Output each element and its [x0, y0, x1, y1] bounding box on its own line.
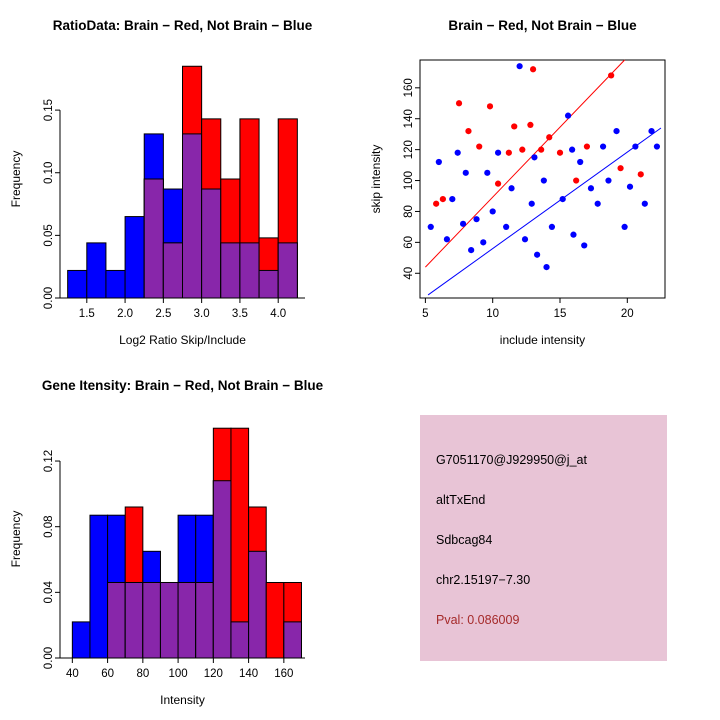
svg-text:60: 60	[101, 668, 114, 680]
svg-text:Log2 Ratio Skip/Include: Log2 Ratio Skip/Include	[119, 333, 246, 347]
gene-symbol-text: Sdbcag84	[436, 533, 493, 547]
panel-gene-info: G7051170@J929950@j_at altTxEnd Sdbcag84 …	[360, 360, 720, 720]
chromosome-location-text: chr2.15197−7.30	[436, 573, 531, 587]
gene-info-box: G7051170@J929950@j_at altTxEnd Sdbcag84 …	[420, 415, 667, 661]
svg-text:0.04: 0.04	[43, 581, 55, 604]
svg-text:140: 140	[403, 109, 415, 128]
svg-text:2.5: 2.5	[155, 308, 171, 320]
svg-text:0.08: 0.08	[43, 515, 55, 537]
svg-text:0.12: 0.12	[43, 450, 55, 472]
svg-text:Frequency: Frequency	[9, 511, 23, 568]
svg-text:0.10: 0.10	[43, 162, 55, 184]
panel-gene-intensity-histogram: Gene Itensity: Brain − Red, Not Brain − …	[0, 360, 360, 720]
svg-text:140: 140	[239, 668, 258, 680]
panel-ratio-histogram: RatioData: Brain − Red, Not Brain − Blue…	[0, 0, 360, 360]
svg-text:100: 100	[168, 668, 187, 680]
svg-text:3.5: 3.5	[232, 308, 248, 320]
svg-text:0.00: 0.00	[43, 287, 55, 309]
svg-text:40: 40	[403, 267, 415, 280]
svg-text:Brain − Red, Not Brain − Blue: Brain − Red, Not Brain − Blue	[448, 18, 637, 33]
svg-text:0.00: 0.00	[43, 647, 55, 669]
svg-text:Intensity: Intensity	[160, 693, 205, 707]
svg-text:5: 5	[422, 308, 428, 320]
svg-text:20: 20	[621, 308, 634, 320]
pval-text: Pval: 0.086009	[436, 613, 520, 627]
intensity-scatter-plot: Brain − Red, Not Brain − Blue 5 10 15 20 40 60…	[369, 18, 666, 347]
gene-id-text: G7051170@J929950@j_at	[436, 453, 587, 467]
svg-text:120: 120	[403, 140, 415, 159]
panel-intensity-scatter: Brain − Red, Not Brain − Blue 5 10 15 20 40 60…	[360, 0, 720, 360]
svg-text:100: 100	[403, 171, 415, 190]
svg-text:0.15: 0.15	[43, 99, 55, 121]
svg-text:Frequency: Frequency	[9, 151, 23, 208]
svg-text:160: 160	[274, 668, 293, 680]
ratio-histogram-plot: RatioData: Brain − Red, Not Brain − Blue…	[9, 18, 313, 347]
splice-event-type-text: altTxEnd	[436, 493, 486, 507]
svg-text:skip intensity: skip intensity	[369, 145, 383, 214]
svg-text:0.05: 0.05	[43, 224, 55, 246]
svg-text:10: 10	[486, 308, 499, 320]
svg-text:2.0: 2.0	[117, 308, 133, 320]
svg-text:120: 120	[204, 668, 223, 680]
svg-text:80: 80	[136, 668, 149, 680]
svg-text:15: 15	[554, 308, 567, 320]
svg-text:160: 160	[403, 78, 415, 97]
svg-text:4.0: 4.0	[270, 308, 286, 320]
svg-text:RatioData: Brain − Red, Not Br: RatioData: Brain − Red, Not Brain − Blue	[53, 18, 313, 33]
svg-text:40: 40	[66, 668, 79, 680]
svg-text:80: 80	[403, 205, 415, 218]
svg-text:1.5: 1.5	[79, 308, 95, 320]
svg-text:60: 60	[403, 236, 415, 249]
svg-text:include intensity: include intensity	[500, 333, 585, 347]
svg-text:Gene Itensity: Brain − Red, No: Gene Itensity: Brain − Red, Not Brain − …	[42, 378, 324, 393]
gene-intensity-histogram-plot: Gene Itensity: Brain − Red, Not Brain − …	[9, 378, 324, 707]
svg-text:3.0: 3.0	[194, 308, 210, 320]
